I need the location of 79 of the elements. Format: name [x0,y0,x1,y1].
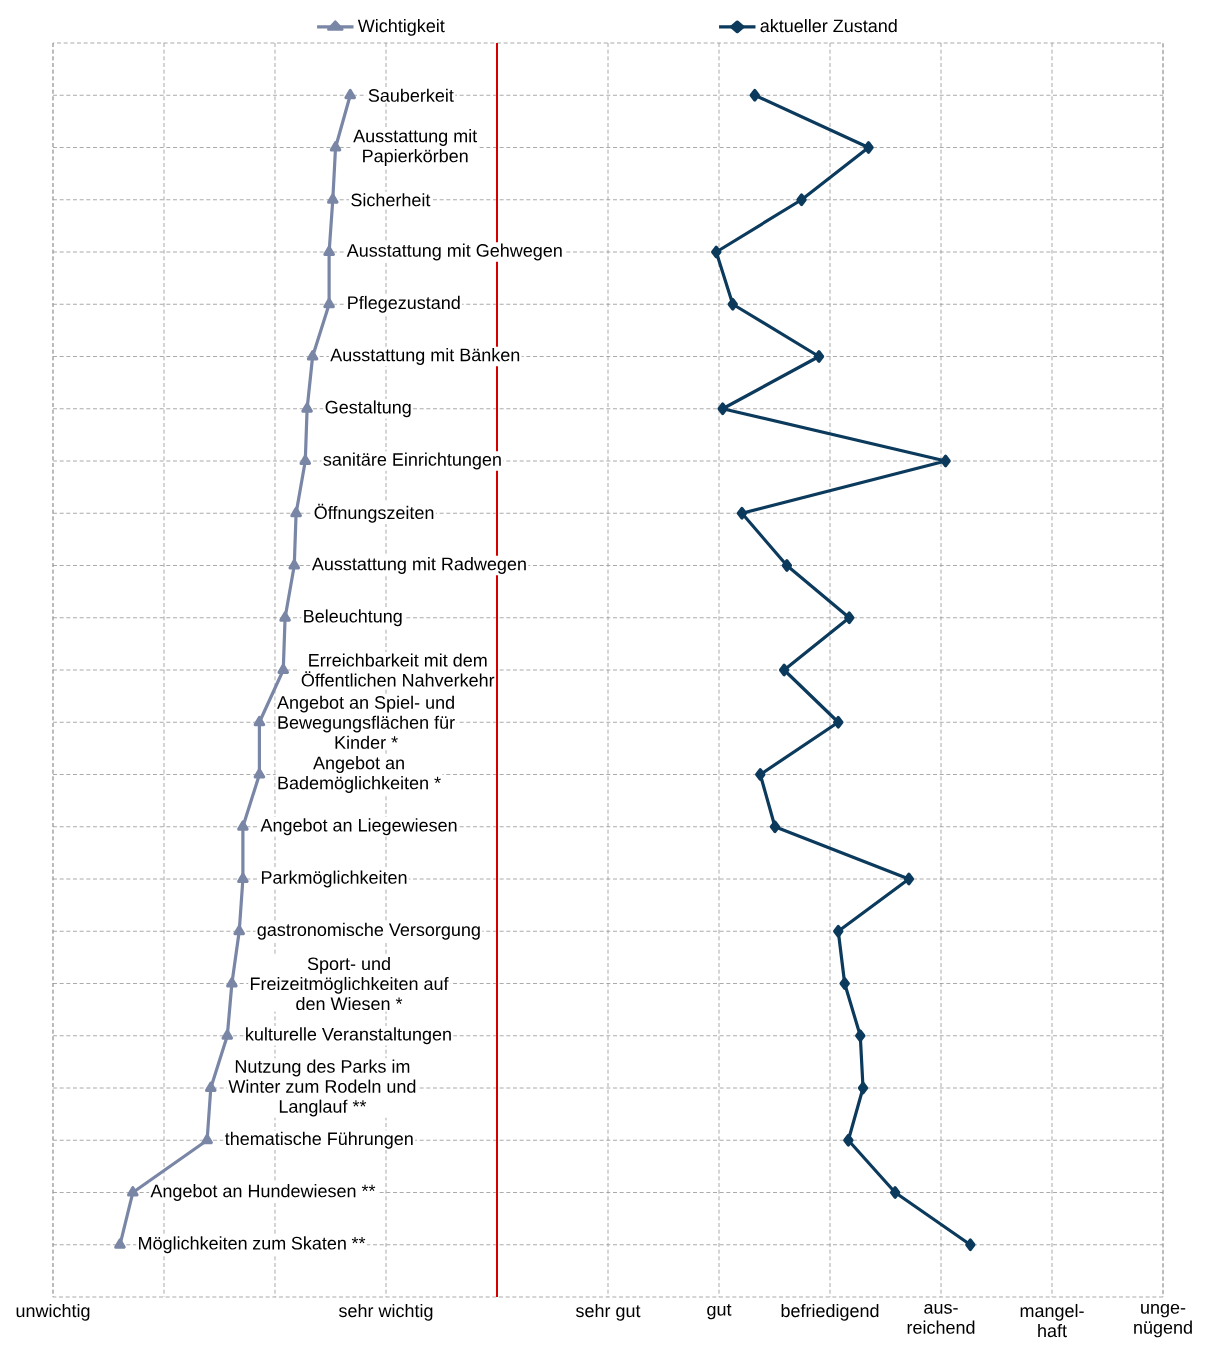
y-tick-label: Pflegezustand [348,295,460,313]
point [299,454,312,465]
y-tick-label: Parkmöglichkeiten [261,870,407,888]
y-tick-label: Ausstattung mit Papierkörben [353,129,478,166]
point [201,1133,213,1145]
point [833,715,844,729]
point [889,1186,901,1199]
y-tick-label: Sport- und Freizeitmöglichkeiten auf den Wiesen * [250,956,449,1011]
legend-label: Wichtigkeit [357,18,445,36]
y-tick-label: Ausstattung mit Bänken [330,348,520,365]
y-tick-label: Erreichbarkeit mit dem Öffentlichen Nahverkehr [301,653,495,687]
y-tick-label: Nutzung des Parks im Winter zum Rodeln und Langlauf ** [228,1059,416,1117]
point [327,193,339,204]
point [863,141,874,154]
text: unge- nügend [1134,1303,1192,1338]
point [965,1238,976,1252]
point [940,454,951,468]
y-tick-label: Öffnungszeiten [314,503,434,523]
y-tick-label: sanitäre Einrichtungen [323,452,501,470]
point [329,141,342,152]
point [277,663,290,675]
point [813,350,825,363]
y-tick-label: Angebot an Bademöglichkeiten * [278,756,441,793]
text: sehr wichtig [338,1303,433,1321]
point [778,663,790,677]
point [833,924,844,938]
point [226,977,238,988]
point [344,88,356,100]
y-tick-label: kulturelle Veranstaltungen [246,1027,451,1045]
point [727,297,738,311]
point [288,559,301,570]
y-tick-label: thematische Führungen [224,1131,413,1149]
point [855,1029,866,1043]
point [857,1081,869,1095]
point [301,402,313,413]
y-tick-label: Gestaltung [325,400,411,418]
text: sehr gut [575,1303,641,1321]
point [253,768,266,779]
point [839,977,850,990]
point [237,872,249,884]
y-tick-label: Ausstattung mit Gehwegen [346,243,562,261]
point [749,88,760,102]
point [221,1029,234,1040]
point [843,1133,854,1147]
point [306,350,319,361]
y-tick-label: Sicherheit [351,193,431,207]
point [796,193,807,207]
text: befriedigend [781,1303,879,1321]
legend-label: aktueller Zustand [760,18,897,33]
point [781,559,793,572]
point [711,245,722,259]
y-tick-label: Angebot an Liegewiesen [260,818,457,836]
point [127,1186,139,1197]
point [279,611,291,622]
point [114,1238,126,1249]
text: aus- reichend [907,1303,975,1334]
point [290,506,302,518]
point [233,924,245,936]
point [237,820,249,831]
point [769,820,781,834]
y-tick-label: Ausstattung mit Radwegen [311,557,526,574]
y-tick-label: gastronomische Versorgung [257,922,480,940]
text: gut [707,1303,732,1320]
point [253,715,266,727]
point [844,611,855,625]
point [717,402,728,416]
point [903,872,915,886]
point [755,768,766,781]
y-tick-label: Beleuchtung [304,609,402,627]
y-tick-label: Sauberkeit [368,88,454,102]
y-tick-label: Möglichkeiten zum Skaten ** [139,1236,366,1254]
text: unwichtig [16,1303,90,1321]
text: mangel- haft [1020,1303,1084,1338]
point [205,1081,217,1093]
point [323,245,335,257]
point [323,297,335,309]
y-tick-label: Angebot an Hundewiesen ** [150,1184,376,1201]
point [736,506,748,520]
y-tick-label: Angebot an Spiel- und Bewegungsflächen für Kinder * [277,695,455,749]
